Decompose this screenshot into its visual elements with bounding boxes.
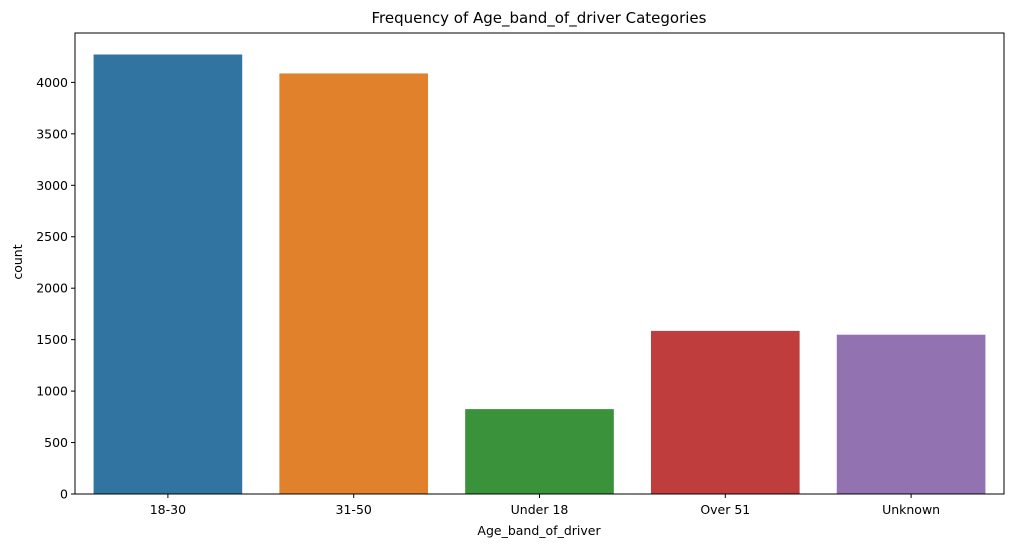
bar [93, 54, 243, 494]
x-tick-label: 31-50 [336, 502, 372, 517]
x-tick-label: Over 51 [700, 502, 750, 517]
y-axis-label: count [10, 244, 25, 279]
x-tick-label: Unknown [882, 502, 940, 517]
y-tick-label: 1000 [36, 384, 68, 399]
y-tick-label: 0 [60, 487, 68, 502]
y-tick-label: 4000 [36, 75, 68, 90]
bar [650, 330, 800, 494]
x-tick-label: Under 18 [511, 502, 569, 517]
bar [465, 409, 614, 494]
bars-group [93, 54, 986, 494]
x-axis-label: Age_band_of_driver [477, 523, 601, 538]
y-axis: 0 500 1000 1500 2000 2500 3000 3500 4000 [36, 75, 75, 502]
bar [279, 73, 429, 494]
y-tick-label: 3000 [36, 178, 68, 193]
y-tick-label: 2000 [36, 281, 68, 296]
bar [836, 334, 986, 494]
y-tick-label: 3500 [36, 126, 68, 141]
x-tick-label: 18-30 [150, 502, 186, 517]
y-tick-label: 500 [44, 435, 68, 450]
y-tick-label: 1500 [36, 332, 68, 347]
y-tick-label: 2500 [36, 229, 68, 244]
chart-title: Frequency of Age_band_of_driver Categori… [372, 9, 707, 28]
plot-frame [74, 32, 1005, 495]
x-axis: 18-30 31-50 Under 18 Over 51 Unknown [150, 494, 940, 517]
